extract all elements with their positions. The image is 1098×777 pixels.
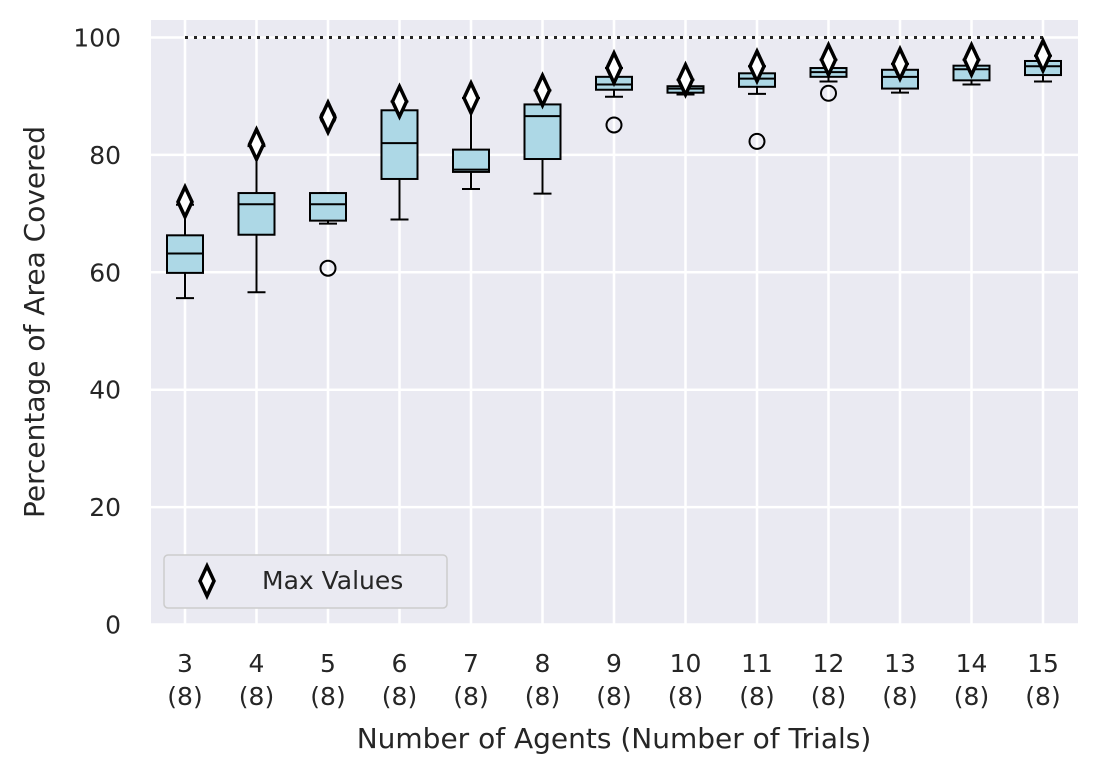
box-iqr [237, 192, 276, 236]
y-tick-label: 20 [89, 493, 121, 522]
box-iqr [380, 109, 419, 180]
x-tick-trials: (8) [668, 682, 703, 711]
x-tick-trials: (8) [811, 682, 846, 711]
box-15 [1024, 36, 1062, 83]
box-14 [952, 40, 991, 86]
max-value-diamond [176, 182, 194, 221]
max-value-diamond [247, 125, 266, 164]
max-value-diamond [605, 48, 623, 88]
y-tick-label: 100 [73, 24, 121, 53]
legend-diamond-icon [198, 561, 216, 601]
max-value-diamond [319, 98, 337, 137]
box-5 [309, 98, 347, 277]
x-tick-label: 13 [884, 649, 916, 678]
box-iqr [523, 103, 562, 161]
x-axis-tick-labels: 3 (8) 4 (8) 5 (8) 6 (8) 7 (8) 8 (8) 9 (8) 10 (8) 11 (8) 12… [167, 649, 1060, 711]
y-axis-tick-labels: 0 20 40 60 80 100 [73, 24, 121, 640]
x-tick-trials: (8) [882, 682, 917, 711]
x-tick-label: 14 [956, 649, 988, 678]
x-tick-trials: (8) [525, 682, 560, 711]
max-value-diamond [819, 40, 838, 79]
x-tick-trials: (8) [239, 682, 274, 711]
box-11 [738, 47, 776, 150]
max-value-diamond [533, 71, 552, 110]
box-7 [452, 78, 490, 190]
x-tick-label: 11 [741, 649, 773, 678]
x-axis-label: Number of Agents (Number of Trials) [357, 722, 872, 755]
y-tick-label: 80 [89, 141, 121, 170]
y-axis-label: Percentage of Area Covered [18, 126, 51, 518]
x-tick-trials: (8) [1025, 682, 1060, 711]
y-tick-label: 60 [89, 258, 121, 287]
legend: Max Values [163, 554, 448, 609]
x-tick-trials: (8) [310, 682, 345, 711]
max-value-diamond [1034, 36, 1052, 75]
x-tick-label: 7 [463, 649, 479, 678]
outlier-point [748, 132, 766, 150]
outlier-point [605, 116, 623, 134]
x-tick-label: 15 [1027, 649, 1059, 678]
max-value-diamond [891, 44, 909, 84]
x-tick-label: 5 [320, 649, 336, 678]
y-tick-label: 40 [89, 376, 121, 405]
x-tick-trials: (8) [739, 682, 774, 711]
max-value-diamond [676, 60, 695, 99]
box-iqr [309, 192, 347, 222]
x-tick-label: 12 [813, 649, 845, 678]
max-value-diamond [748, 47, 766, 86]
boxes-group [166, 36, 1062, 300]
box-13 [881, 44, 919, 94]
x-tick-label: 8 [535, 649, 551, 678]
legend-label: Max Values [262, 566, 403, 595]
box-12 [809, 40, 848, 102]
x-tick-trials: (8) [596, 682, 631, 711]
x-tick-label: 3 [177, 649, 193, 678]
x-tick-label: 10 [670, 649, 702, 678]
box-4 [237, 125, 276, 294]
box-iqr [452, 148, 490, 173]
max-value-diamond [462, 78, 480, 118]
x-tick-label: 4 [249, 649, 265, 678]
box-10 [666, 60, 705, 99]
box-9 [595, 48, 633, 134]
box-8 [523, 71, 562, 195]
x-tick-trials: (8) [954, 682, 989, 711]
legend-frame [163, 554, 448, 609]
x-tick-trials: (8) [453, 682, 488, 711]
x-tick-trials: (8) [382, 682, 417, 711]
x-tick-label: 6 [392, 649, 408, 678]
outlier-point [820, 84, 837, 102]
box-6 [380, 82, 419, 221]
max-value-diamond [390, 82, 409, 121]
outlier-point [319, 259, 337, 277]
x-tick-trials: (8) [167, 682, 202, 711]
box-3 [166, 182, 204, 300]
max-value-diamond [962, 40, 981, 79]
y-tick-label: 0 [105, 611, 121, 640]
x-tick-label: 9 [606, 649, 622, 678]
